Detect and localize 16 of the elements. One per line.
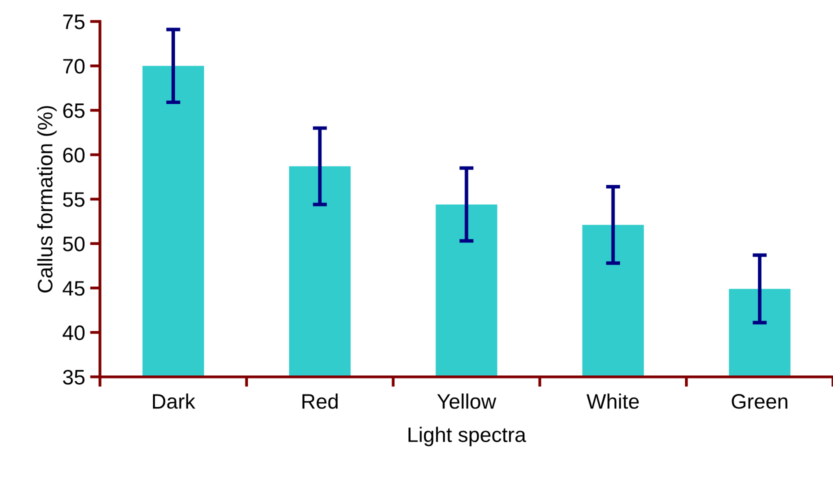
x-tick-label: Red	[302, 393, 338, 409]
y-tick-label: 55	[63, 192, 85, 207]
x-tick-label: Dark	[152, 393, 196, 409]
x-tick-label: White	[586, 393, 639, 409]
y-tick-label: 50	[63, 236, 85, 252]
y-tick-label: 45	[62, 281, 85, 296]
x-tick-label: Yellow	[437, 393, 496, 409]
y-tick-label: 40	[62, 325, 85, 340]
y-tick-label: 75	[63, 14, 85, 30]
y-tick-label: 65	[63, 103, 85, 118]
y-tick-label: 35	[63, 370, 85, 385]
y-tick-label: 60	[63, 148, 85, 162]
y-tick-label: 70	[63, 58, 85, 74]
x-axis-title: Light spectra	[408, 426, 526, 446]
y-axis-title: Callus formation (%)	[37, 106, 57, 292]
x-tick-label: Green	[732, 394, 788, 409]
